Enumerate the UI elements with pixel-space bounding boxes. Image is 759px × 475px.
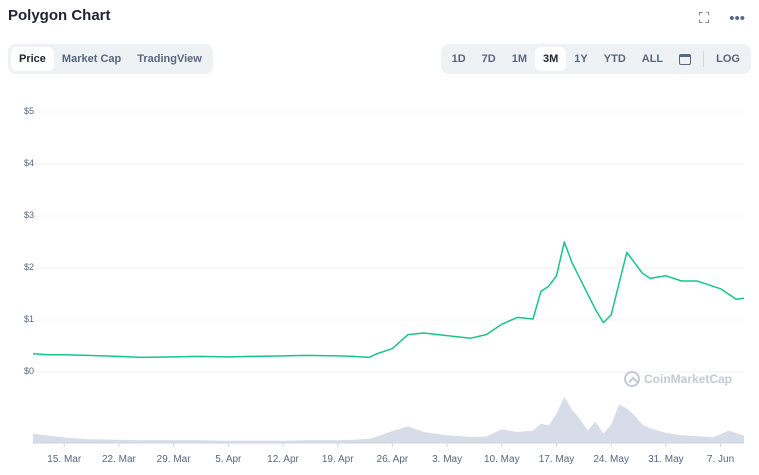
tab-price[interactable]: Price [11, 47, 54, 71]
y-tick-label: $3 [24, 210, 34, 220]
y-tick-label: $4 [24, 158, 34, 168]
calendar-icon [679, 53, 692, 65]
log-toggle[interactable]: LOG [716, 53, 740, 65]
x-tick-label: 5. Apr [215, 454, 242, 465]
range-1d[interactable]: 1D [451, 53, 466, 65]
x-tick-label: 10. May [484, 454, 520, 465]
range-1m[interactable]: 1M [511, 53, 528, 65]
range-3m[interactable]: 3M [535, 47, 567, 71]
x-tick-label: 26. Apr [377, 454, 409, 465]
x-tick-label: 7. Jun [707, 454, 734, 465]
x-tick-label: 17. May [539, 454, 575, 465]
more-icon[interactable]: ••• [729, 10, 745, 27]
range-all[interactable]: ALL [641, 53, 664, 65]
y-tick-label: $2 [24, 262, 34, 272]
range-1y[interactable]: 1Y [574, 53, 588, 65]
watermark-text: CoinMarketCap [644, 372, 733, 386]
divider [703, 51, 705, 67]
x-tick-label: 15. Mar [47, 454, 82, 465]
x-tick-label: 31. May [648, 454, 684, 465]
y-tick-label: $0 [24, 366, 34, 376]
tab-market-cap[interactable]: Market Cap [61, 53, 122, 65]
page-title: Polygon Chart [8, 7, 111, 24]
calendar-button[interactable] [671, 47, 699, 71]
x-tick-label: 19. Apr [322, 454, 354, 465]
x-tick-label: 22. Mar [102, 454, 137, 465]
coinmarketcap-logo-icon [624, 371, 640, 387]
range-ytd[interactable]: YTD [603, 53, 626, 65]
x-tick-label: 24. May [593, 454, 629, 465]
expand-icon[interactable]: ⛶ [698, 10, 710, 27]
volume-area [33, 397, 744, 443]
x-tick-label: 29. Mar [157, 454, 192, 465]
price-line [32, 241, 745, 359]
tab-tradingview[interactable]: TradingView [137, 53, 202, 65]
y-tick-label: $1 [24, 314, 34, 324]
x-tick-label: 3. May [432, 454, 462, 465]
y-tick-label: $5 [24, 106, 34, 116]
range-7d[interactable]: 7D [481, 53, 496, 65]
watermark: CoinMarketCap [624, 371, 732, 387]
x-tick-label: 12. Apr [267, 454, 299, 465]
chart-type-tabs: Price Market Cap TradingView [8, 44, 213, 74]
header-actions: ⛶ ••• [699, 10, 745, 27]
range-selector: 1D 7D 1M 3M 1Y YTD ALL LOG [440, 44, 751, 74]
